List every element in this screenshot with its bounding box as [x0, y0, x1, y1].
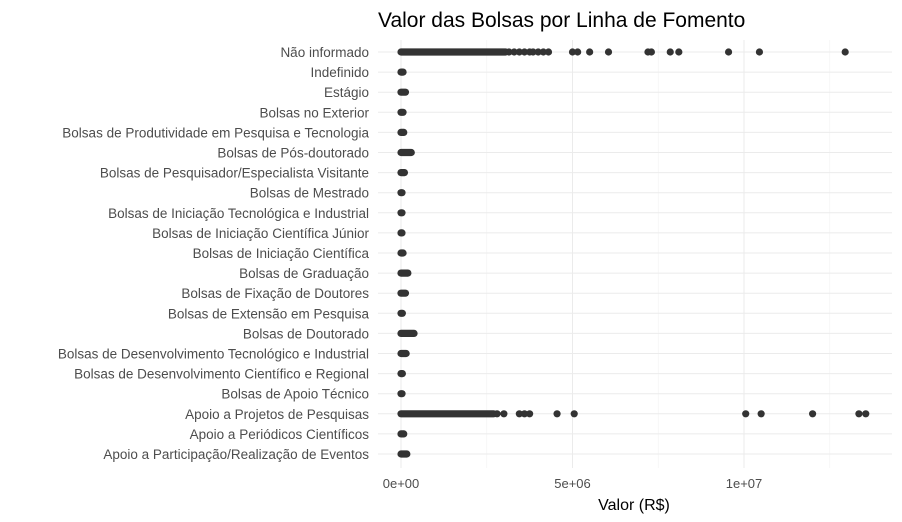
dense-point-cluster — [397, 390, 405, 397]
category-points — [397, 270, 411, 277]
data-point — [571, 410, 578, 417]
x-tick-label: 1e+07 — [726, 476, 763, 491]
category-label: Bolsas de Pesquisador/Especialista Visit… — [100, 166, 369, 181]
category-points — [397, 450, 410, 457]
category-labels: Não informado Indefinido Estágio Bolsas no … — [58, 45, 370, 462]
data-point — [842, 48, 849, 55]
category-label: Apoio a Participação/Realização de Event… — [103, 447, 369, 462]
dense-point-cluster — [397, 48, 509, 55]
data-point — [526, 410, 533, 417]
dense-point-cluster — [397, 370, 406, 377]
category-points — [397, 229, 405, 236]
category-points — [397, 109, 406, 116]
data-point — [675, 48, 682, 55]
data-point — [648, 48, 655, 55]
category-points — [397, 390, 405, 397]
data-point — [756, 48, 763, 55]
chart-title: Valor das Bolsas por Linha de Fomento — [378, 9, 745, 32]
dense-point-cluster — [397, 310, 406, 317]
category-points — [397, 330, 417, 337]
category-label: Bolsas de Iniciação Científica Júnior — [152, 226, 369, 241]
data-point — [586, 48, 593, 55]
category-label: Bolsas no Exterior — [259, 105, 369, 120]
dense-point-cluster — [397, 69, 406, 76]
dense-point-cluster — [397, 129, 407, 136]
dense-point-cluster — [397, 169, 408, 176]
category-points — [397, 169, 408, 176]
category-label: Indefinido — [310, 65, 369, 80]
category-points — [397, 89, 409, 96]
dense-point-cluster — [397, 209, 405, 216]
category-label: Bolsas de Pós-doutorado — [217, 146, 369, 161]
category-label: Não informado — [280, 45, 369, 60]
category-label: Bolsas de Iniciação Tecnológica e Indust… — [108, 206, 369, 221]
dense-point-cluster — [397, 109, 406, 116]
data-point — [862, 410, 869, 417]
data-point — [742, 410, 749, 417]
category-points — [397, 350, 409, 357]
data-point — [500, 410, 507, 417]
category-points — [397, 69, 406, 76]
category-points — [397, 290, 409, 297]
category-label: Bolsas de Desenvolvimento Científico e R… — [74, 367, 369, 382]
x-axis-title: Valor (R$) — [598, 497, 670, 514]
category-points — [397, 149, 414, 156]
grid — [378, 40, 892, 468]
x-tick-label: 0e+00 — [383, 476, 420, 491]
data-point — [855, 410, 862, 417]
category-label: Bolsas de Doutorado — [243, 326, 369, 341]
dense-point-cluster — [397, 149, 414, 156]
category-label: Bolsas de Mestrado — [250, 186, 369, 201]
category-points — [397, 370, 406, 377]
category-points — [397, 310, 406, 317]
category-label: Apoio a Periódicos Científicos — [190, 427, 370, 442]
data-point — [493, 410, 500, 417]
category-points — [397, 129, 407, 136]
category-points — [397, 189, 405, 196]
dense-point-cluster — [397, 430, 407, 437]
dense-point-cluster — [397, 330, 417, 337]
category-label: Bolsas de Fixação de Doutores — [181, 286, 369, 301]
category-points — [397, 249, 406, 256]
category-label: Bolsas de Apoio Técnico — [221, 387, 369, 402]
dense-point-cluster — [397, 229, 405, 236]
dense-point-cluster — [397, 89, 409, 96]
category-label: Bolsas de Desenvolvimento Tecnológico e … — [58, 347, 369, 362]
category-label: Bolsas de Produtividade em Pesquisa e Te… — [62, 125, 369, 140]
data-point — [605, 48, 612, 55]
dense-point-cluster — [397, 450, 410, 457]
x-tick-labels: 0e+00 5e+06 1e+07 — [383, 476, 763, 491]
category-points — [397, 430, 407, 437]
category-label: Estágio — [324, 85, 369, 100]
data-point — [545, 48, 552, 55]
dense-point-cluster — [397, 189, 405, 196]
category-points — [397, 209, 405, 216]
data-point — [553, 410, 560, 417]
dense-point-cluster — [397, 249, 406, 256]
data-point — [667, 48, 674, 55]
data-point — [725, 48, 732, 55]
dense-point-cluster — [397, 410, 497, 417]
x-tick-label: 5e+06 — [554, 476, 591, 491]
category-label: Bolsas de Iniciação Científica — [193, 246, 370, 261]
data-point — [809, 410, 816, 417]
category-label: Bolsas de Graduação — [239, 266, 369, 281]
dense-point-cluster — [397, 290, 409, 297]
category-label: Apoio a Projetos de Pesquisas — [185, 407, 369, 422]
dense-point-cluster — [397, 270, 411, 277]
dense-point-cluster — [397, 350, 409, 357]
data-point — [758, 410, 765, 417]
category-label: Bolsas de Extensão em Pesquisa — [168, 306, 370, 321]
data-point — [574, 48, 581, 55]
